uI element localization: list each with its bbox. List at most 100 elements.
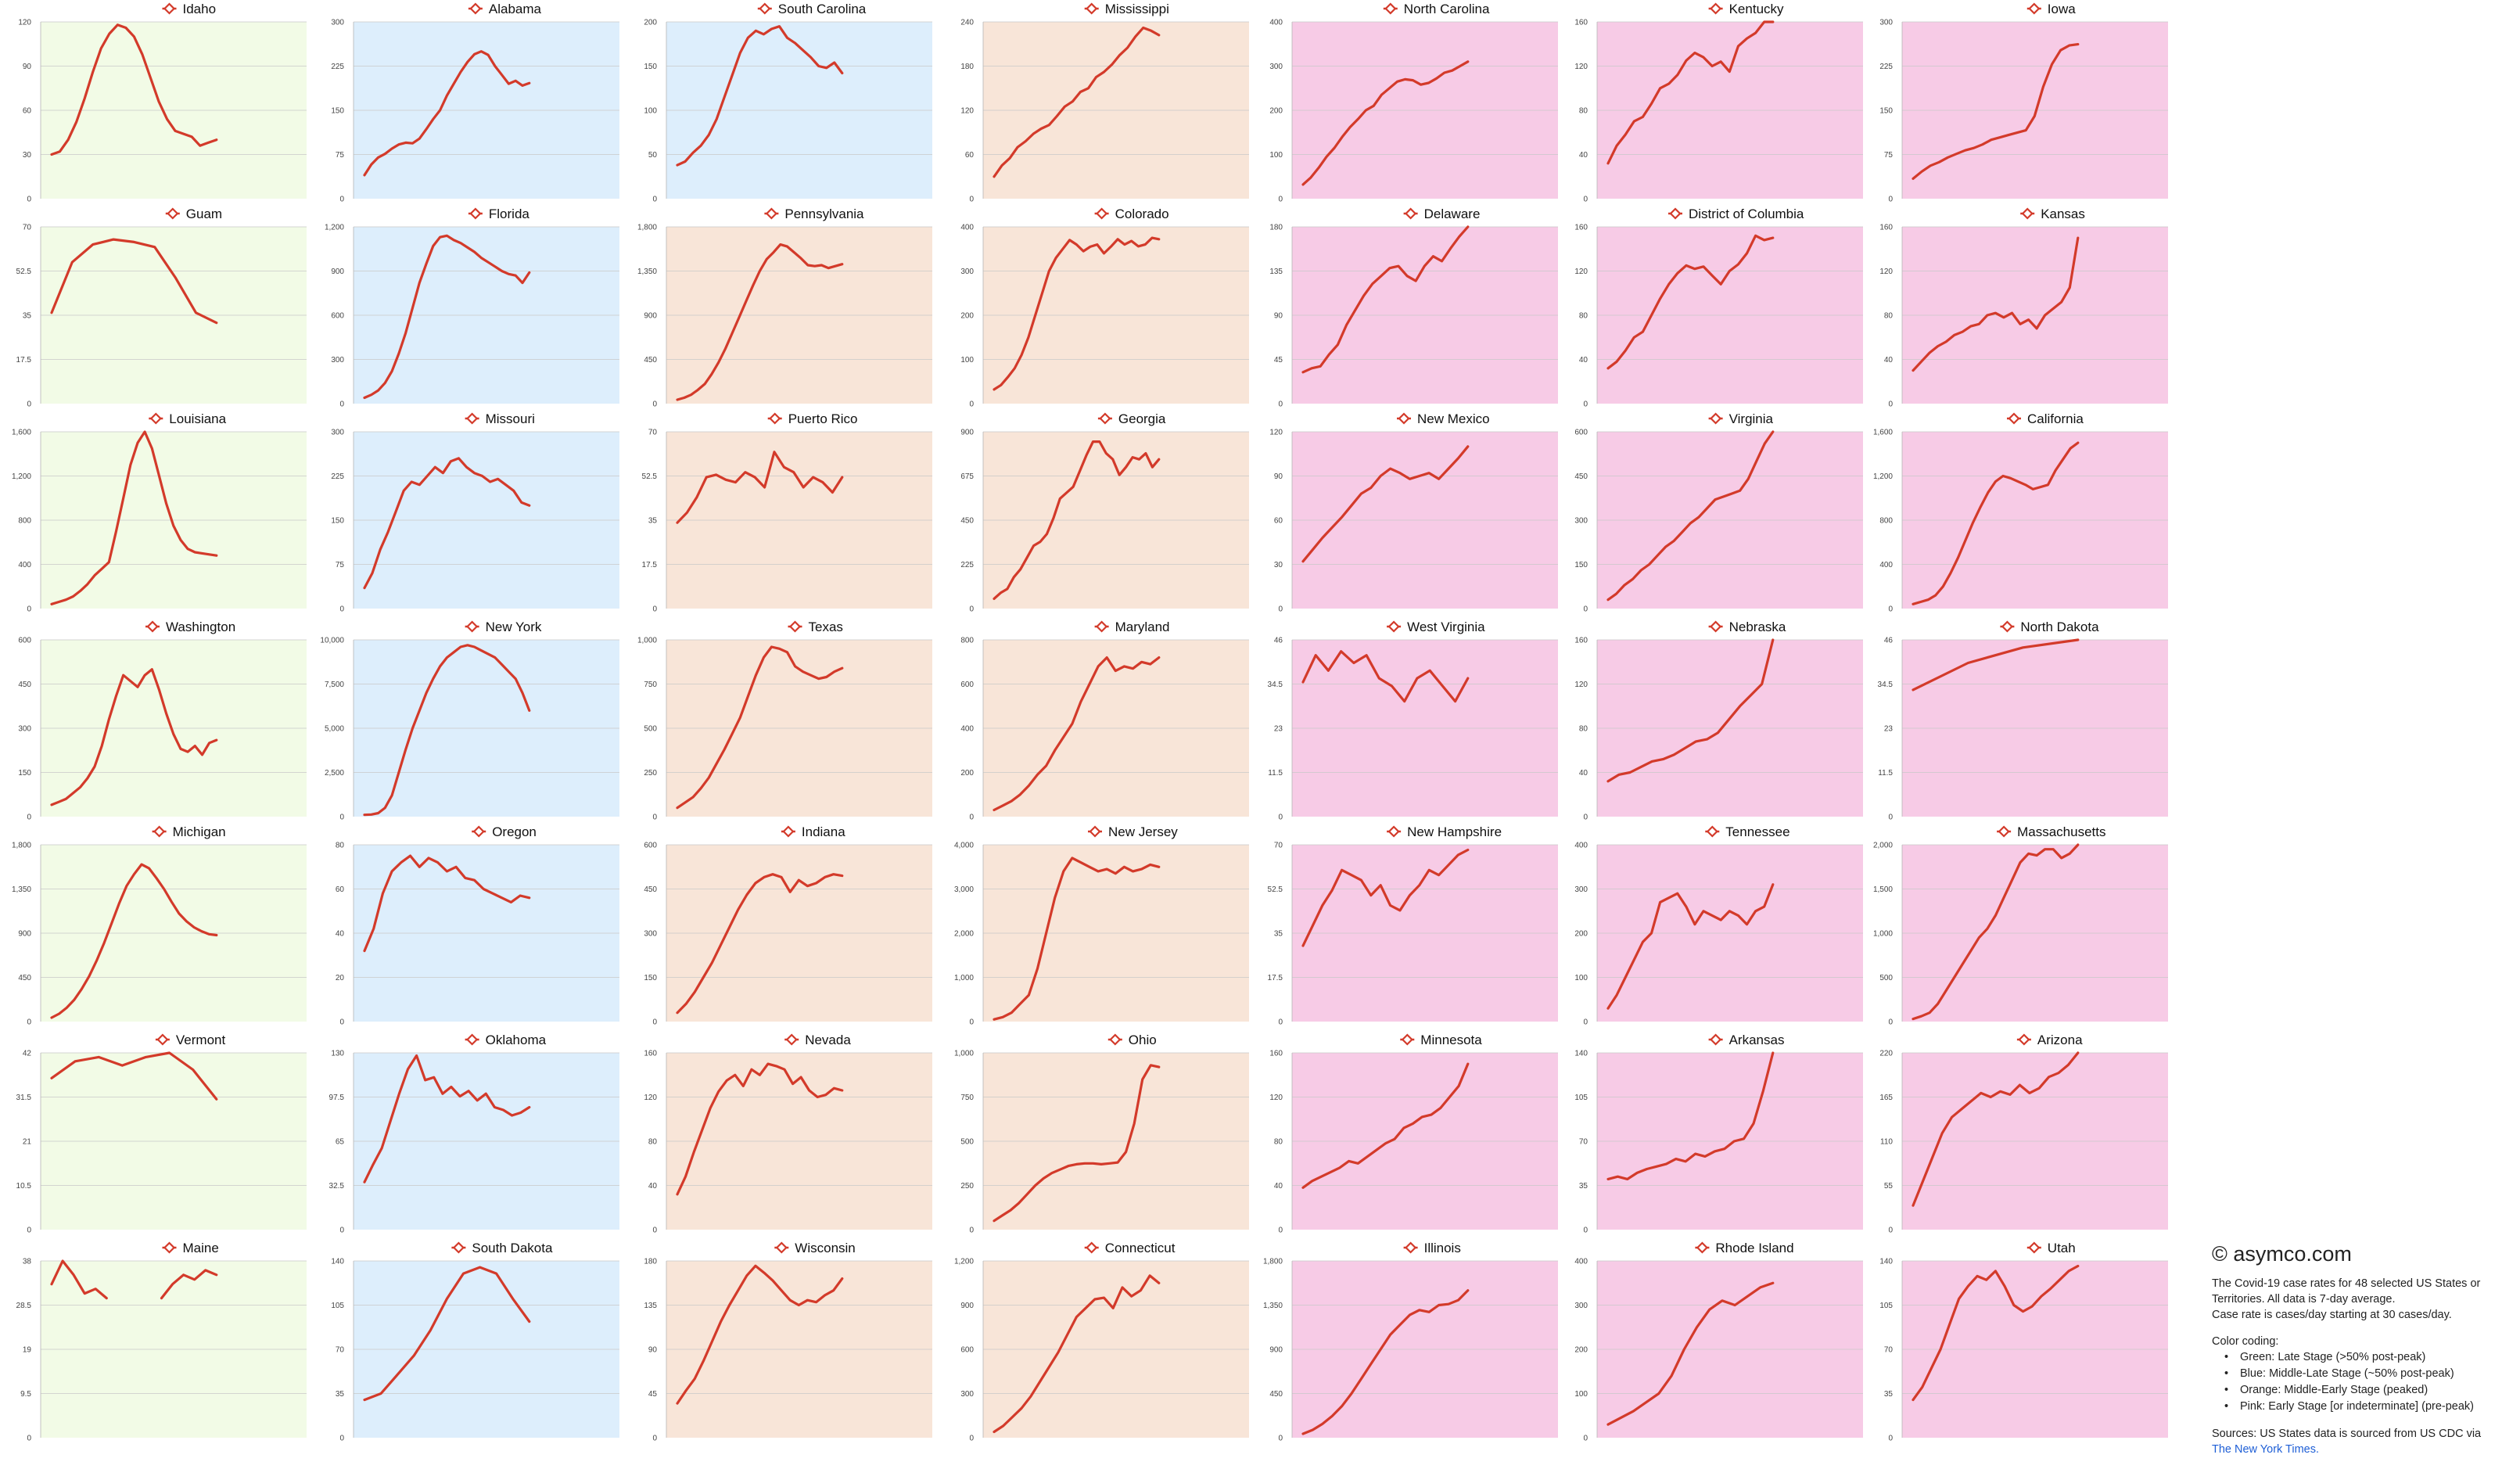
y-tick-label: 35 xyxy=(648,517,658,526)
series-line-virginia xyxy=(1606,430,1775,602)
chart-indiana: 0 150 300 450 600 Indiana xyxy=(644,824,932,1027)
legend-diamond-marker xyxy=(466,620,479,633)
chart-delaware: 0 45 90 135 180 Delaware xyxy=(1269,207,1558,409)
legend-diamond-marker xyxy=(1384,2,1397,15)
y-tick-label: 135 xyxy=(1269,268,1283,276)
y-tick-label: 400 xyxy=(1269,19,1283,27)
y-tick-label: 0 xyxy=(652,400,657,409)
chart-title: Virginia xyxy=(1729,411,1774,426)
series-line-mississippi xyxy=(993,26,1161,178)
series-line-connecticut xyxy=(993,1274,1161,1434)
y-tick-label: 250 xyxy=(960,1182,974,1191)
sidebar-notes: © asymco.com The Covid-19 case rates for… xyxy=(2212,1242,2517,1457)
y-tick-label: 70 xyxy=(648,429,658,437)
chart-wisconsin: 0 45 90 135 180 Wisconsin xyxy=(644,1241,932,1443)
y-tick-label: 35 xyxy=(336,1390,345,1399)
legend-diamond-marker xyxy=(1387,825,1400,838)
chart-utah: 0 35 70 105 140 Utah xyxy=(1879,1241,2168,1443)
series-line-new-hampshire xyxy=(1301,848,1470,947)
y-tick-label: 11.5 xyxy=(1878,769,1893,778)
chart-guam: 0 17.5 35 52.5 70 Guam xyxy=(16,207,307,409)
series-line-puerto-rico xyxy=(676,451,844,524)
chart-vermont: 0 10.5 21 31.5 42 Vermont xyxy=(16,1033,307,1235)
y-tick-label: 80 xyxy=(648,1138,658,1147)
y-tick-label: 30 xyxy=(23,151,32,160)
legend-diamond-marker xyxy=(149,412,162,425)
chart-title-group: Kentucky xyxy=(1708,2,1784,16)
y-tick-label: 120 xyxy=(18,19,31,27)
y-tick-label: 11.5 xyxy=(1268,769,1283,778)
y-tick-label: 200 xyxy=(1269,107,1283,116)
y-tick-label: 35 xyxy=(1579,1182,1588,1191)
chart-title-group: Kansas xyxy=(2020,207,2085,221)
chart-maine: 0 9.5 19 28.5 38 Maine xyxy=(16,1241,307,1443)
chart-title-group: New York xyxy=(465,620,542,634)
y-tick-label: 450 xyxy=(644,356,657,365)
chart-title: South Dakota xyxy=(472,1241,553,1255)
y-tick-label: 1,200 xyxy=(325,224,344,232)
y-tick-label: 17.5 xyxy=(642,561,658,569)
y-tick-label: 0 xyxy=(1888,605,1893,614)
legend-diamond-marker xyxy=(469,207,482,220)
y-tick-label: 675 xyxy=(960,472,974,481)
series-line-idaho xyxy=(50,23,218,156)
y-tick-label: 46 xyxy=(1274,637,1283,645)
y-tick-label: 0 xyxy=(969,814,974,822)
legend-diamond-marker xyxy=(466,1033,479,1046)
chart-title: New Hampshire xyxy=(1407,824,1502,839)
chart-title: Michigan xyxy=(173,824,226,839)
chart-south-carolina: 0 50 100 150 200 South Carolina xyxy=(644,2,932,204)
y-tick-label: 225 xyxy=(960,561,974,569)
chart-title: California xyxy=(2027,411,2084,426)
y-tick-label: 800 xyxy=(18,517,31,526)
series-line-kansas xyxy=(1912,236,2080,372)
y-tick-label: 200 xyxy=(644,19,657,27)
y-tick-label: 0 xyxy=(339,814,344,822)
y-tick-label: 120 xyxy=(1879,268,1893,276)
y-tick-label: 60 xyxy=(336,885,345,894)
y-tick-label: 150 xyxy=(644,63,657,71)
series-line-new-york xyxy=(363,644,531,817)
series-line-arizona xyxy=(1912,1051,2080,1207)
sources-link[interactable]: The New York Times. xyxy=(2212,1443,2319,1456)
y-tick-label: 0 xyxy=(1278,814,1283,822)
chart-florida: 0 300 600 900 1,200 Florida xyxy=(325,207,619,409)
chart-arkansas: 0 35 70 105 140 Arkansas xyxy=(1574,1033,1863,1235)
y-tick-label: 80 xyxy=(1579,312,1588,321)
chart-title-group: Alabama xyxy=(468,2,542,16)
legend-diamond-marker xyxy=(1710,1033,1722,1046)
y-tick-label: 80 xyxy=(1884,312,1894,321)
y-tick-label: 0 xyxy=(652,1227,657,1235)
chart-title: Kentucky xyxy=(1729,2,1784,16)
chart-title-group: Colorado xyxy=(1094,207,1169,221)
y-tick-label: 0 xyxy=(27,814,31,822)
chart-title: Mississippi xyxy=(1105,2,1169,16)
y-tick-label: 900 xyxy=(18,930,31,939)
y-tick-label: 0 xyxy=(339,196,344,204)
y-tick-label: 100 xyxy=(1574,1390,1588,1399)
legend-diamond-marker xyxy=(785,1033,798,1046)
series-line-guam xyxy=(50,238,218,325)
chart-title-group: Utah xyxy=(2026,1241,2076,1255)
legend-diamond-marker xyxy=(2001,620,2013,633)
chart-title: Utah xyxy=(2048,1241,2076,1255)
series-line-georgia xyxy=(993,440,1161,600)
series-line-alabama xyxy=(363,50,531,177)
y-tick-label: 400 xyxy=(960,725,974,734)
y-tick-label: 3,000 xyxy=(954,885,974,894)
y-tick-label: 4,000 xyxy=(954,842,974,850)
y-tick-label: 0 xyxy=(1583,400,1588,409)
y-tick-label: 70 xyxy=(23,224,32,232)
y-tick-label: 100 xyxy=(644,107,657,116)
y-tick-label: 9.5 xyxy=(20,1390,31,1399)
chart-title: Iowa xyxy=(2048,2,2076,16)
series-line-illinois xyxy=(1301,1289,1470,1435)
chart-south-dakota: 0 35 70 105 140 South Dakota xyxy=(331,1241,619,1443)
y-tick-label: 400 xyxy=(1879,561,1893,569)
legend-diamond-marker xyxy=(2028,1241,2041,1254)
y-tick-label: 180 xyxy=(1269,224,1283,232)
chart-title-group: South Dakota xyxy=(451,1241,553,1255)
series-line-tennessee xyxy=(1606,883,1775,1010)
chart-title-group: California xyxy=(2007,411,2084,426)
y-tick-label: 80 xyxy=(1579,107,1588,116)
